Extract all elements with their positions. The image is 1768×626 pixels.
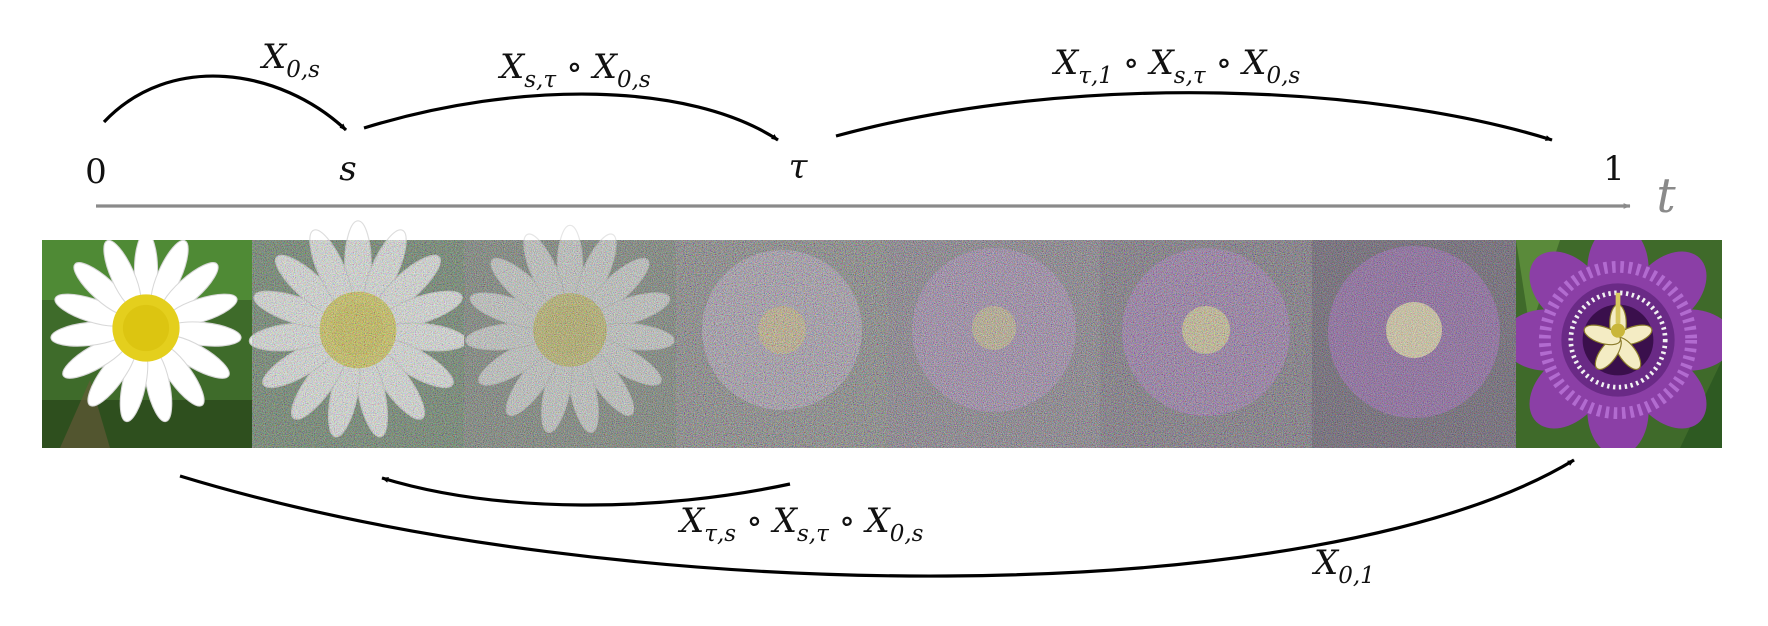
image-strip — [42, 220, 1722, 448]
label-Xtau1-Xstau-X0s: Xτ,1 ∘ Xs,τ ∘ X0,s — [1051, 43, 1300, 89]
arrow-flow-0-to-s — [102, 74, 348, 132]
frame-noisy-4 — [888, 240, 1100, 448]
frame-target-passionflower — [1516, 240, 1722, 448]
arrow-flow-s-to-tau — [363, 92, 779, 142]
arrow-flow-tau-to-1 — [835, 91, 1553, 142]
frame-noisy-1 — [247, 220, 469, 448]
frame-noisy-5 — [1100, 240, 1312, 448]
label-Xtaus-Xstau-X0s: Xτ,s ∘ Xs,τ ∘ X0,s — [677, 501, 924, 547]
label-X0s: X0,s — [259, 37, 320, 83]
frame-noisy-6 — [1312, 240, 1516, 448]
tick-label-1: 1 — [1603, 149, 1625, 189]
frame-noisy-3 — [676, 240, 888, 448]
arrow-flow-tau-to-s — [381, 476, 791, 507]
label-X01: X0,1 — [1311, 543, 1375, 589]
frame-noisy-2 — [464, 224, 676, 448]
label-Xstau-X0s: Xs,τ ∘ X0,s — [497, 47, 651, 93]
tick-label-tau: τ — [789, 147, 809, 187]
tick-label-s: s — [339, 149, 356, 189]
frame-source-daisy — [42, 240, 252, 448]
tick-label-0: 0 — [85, 152, 107, 192]
axis-variable-label: t — [1656, 168, 1676, 224]
arrow-flow-0-to-1 — [179, 458, 1575, 578]
